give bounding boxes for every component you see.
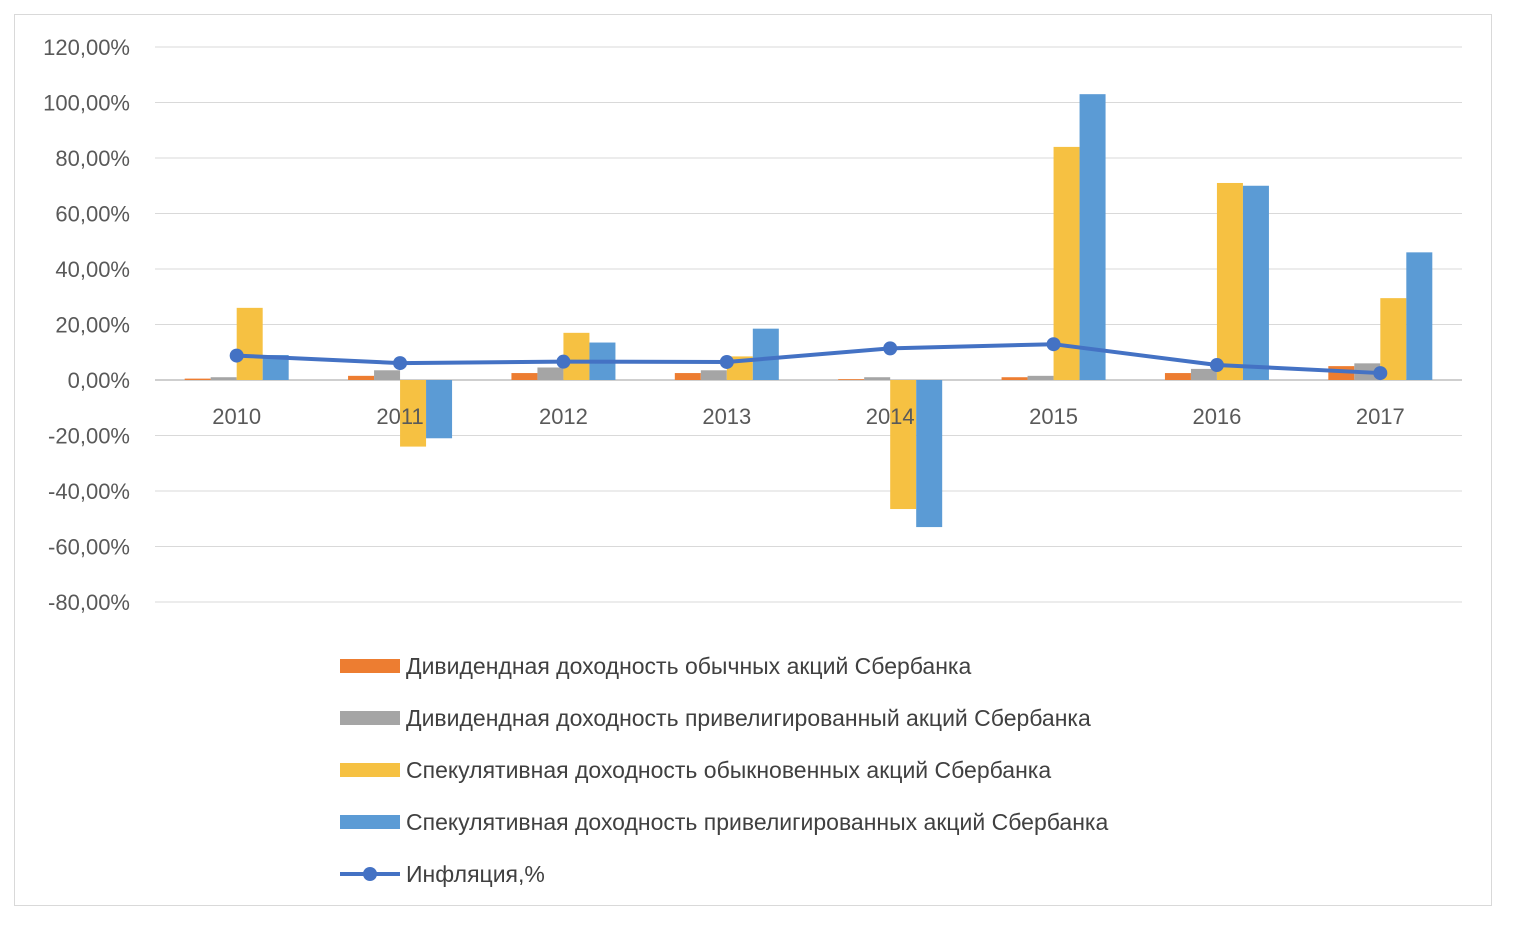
bar-2017-s2 [1380,298,1407,380]
chart-frame [14,14,1492,906]
inflation-point-2013 [719,354,734,369]
bar-2010-s2 [236,307,263,380]
legend-swatch-dividend-preferred [340,711,400,725]
x-tick-label: 2016 [1192,404,1241,429]
bar-2011-s0 [348,375,375,380]
legend-item-speculative-common: Спекулятивная доходность обыкновенных ак… [340,744,1108,796]
x-tick-label: 2010 [212,404,261,429]
bar-2011-s1 [374,370,401,380]
bar-2015-s1 [1027,375,1054,380]
legend-label: Дивидендная доходность привелигированный… [406,704,1091,731]
bar-2014-s1 [864,377,891,380]
inflation-point-2014 [883,341,898,356]
x-tick-label: 2013 [702,404,751,429]
x-tick-label: 2012 [539,404,588,429]
y-tick-label: 20,00% [55,313,130,338]
bar-2016-s2 [1216,182,1243,380]
y-tick-label: -20,00% [48,424,130,449]
x-tick-label: 2015 [1029,404,1078,429]
legend-swatch-speculative-preferred [340,815,400,829]
legend-item-speculative-preferred: Спекулятивная доходность привелигированн… [340,796,1108,848]
inflation-line [236,342,1381,376]
bar-2013-s3 [752,328,779,380]
bar-2016-s3 [1242,185,1269,380]
legend-swatch-dividend-common [340,659,400,673]
legend-label: Спекулятивная доходность обыкновенных ак… [406,756,1052,783]
inflation-point-2011 [393,356,408,371]
legend-label: Спекулятивная доходность привелигированн… [406,808,1109,835]
bar-2017-s3 [1406,252,1433,380]
bar-2011-s2 [400,380,427,447]
bar-2011-s3 [426,380,453,439]
y-tick-label: 100,00% [43,91,130,116]
bar-2014-s2 [890,380,917,510]
y-tick-label: 80,00% [55,146,130,171]
inflation-point-2015 [1046,337,1061,352]
legend-item-dividend-preferred: Дивидендная доходность привелигированный… [340,692,1108,744]
y-tick-label: 0,00% [68,368,130,393]
inflation-point-2016 [1209,358,1224,373]
y-tick-label: 40,00% [55,257,130,282]
legend-label: Дивидендная доходность обычных акций Сбе… [406,652,972,679]
bar-2014-s3 [916,380,943,528]
y-tick-label: 60,00% [55,202,130,227]
legend-swatch-inflation [340,867,400,881]
bar-2012-s0 [511,373,538,380]
bar-2012-s1 [537,367,564,380]
y-tick-label: -40,00% [48,479,130,504]
bar-2016-s1 [1190,368,1217,380]
legend-item-dividend-common: Дивидендная доходность обычных акций Сбе… [340,640,1108,692]
bar-2015-s0 [1001,377,1028,380]
legend-swatch-speculative-common [340,763,400,777]
legend-label: Инфляция,% [406,860,545,887]
bar-2010-s1 [210,377,237,380]
x-tick-label: 2017 [1356,404,1405,429]
bar-2010-s0 [184,378,211,380]
legend: Дивидендная доходность обычных акций Сбе… [340,640,1108,900]
legend-item-inflation: Инфляция,% [340,848,1108,900]
bar-2015-s3 [1079,94,1106,381]
inflation-point-2010 [229,348,244,363]
x-tick-label: 2014 [866,404,915,429]
y-tick-label: -60,00% [48,535,130,560]
bar-2016-s0 [1164,373,1191,380]
inflation-point-2017 [1373,366,1388,381]
bar-2013-s0 [674,373,701,380]
y-tick-label: -80,00% [48,590,130,615]
inflation-point-2012 [556,354,571,369]
x-tick-label: 2011 [376,404,423,429]
y-tick-label: 120,00% [43,35,130,60]
bar-2013-s1 [700,370,727,380]
bar-2014-s0 [838,379,865,380]
